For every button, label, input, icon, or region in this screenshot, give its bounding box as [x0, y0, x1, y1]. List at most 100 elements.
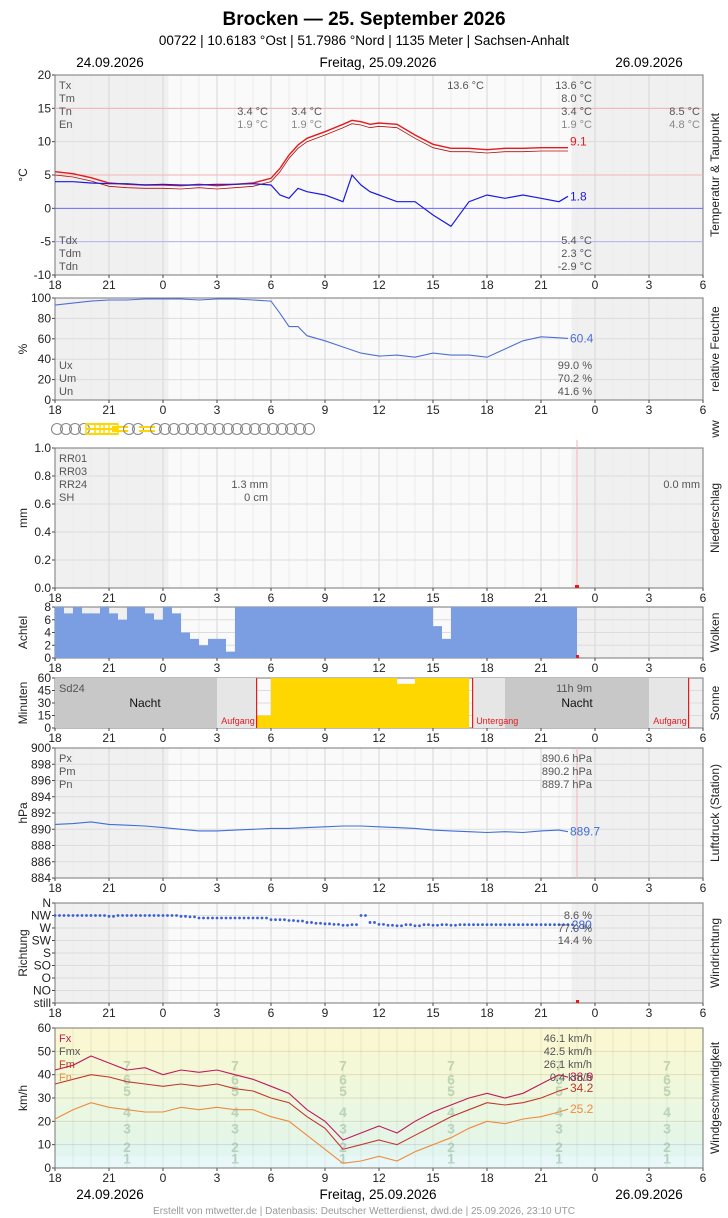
- wind-speed-xtick: 3: [214, 1171, 221, 1185]
- wind-direction-point: [476, 923, 480, 927]
- beaufort-label: 2: [123, 1139, 131, 1155]
- beaufort-label: 6: [555, 1071, 563, 1087]
- dewpoint-end-label: 1.8: [570, 189, 587, 203]
- wind-direction-point: [98, 914, 102, 917]
- cloud-bar: [100, 607, 109, 658]
- precip-right-value: 0.0 mm: [663, 479, 700, 491]
- temperature-ytick: -10: [34, 268, 52, 282]
- beaufort-label: 1: [123, 1151, 131, 1167]
- wind-direction-point: [53, 914, 57, 917]
- temperature-ytick: 15: [38, 101, 52, 115]
- wind-direction-ytick: W: [40, 921, 52, 935]
- cloud-bar: [226, 651, 235, 658]
- precipitation-ylabel: mm: [16, 508, 30, 528]
- wind-direction-point: [310, 921, 313, 924]
- wind-direction-ytick: S: [43, 946, 51, 960]
- precipitation-ytick: 0.2: [34, 553, 51, 567]
- beaufort-band: [55, 1142, 703, 1157]
- wind-dir-stat: 77.0 %: [558, 923, 592, 935]
- wind-direction-point: [400, 924, 403, 928]
- cloud-bar: [424, 607, 433, 658]
- dew-stat-value: 2.3 °C: [561, 248, 592, 260]
- temp-stat-label: Tx: [59, 80, 72, 92]
- pressure-ytick: 894: [31, 790, 51, 804]
- cloud-bar: [307, 607, 316, 658]
- wind-direction-point: [548, 923, 552, 927]
- sun-right-value: 11h 9m: [556, 683, 592, 695]
- wind-direction-point: [350, 923, 354, 927]
- dew-stat-value: 5.4 °C: [561, 235, 592, 247]
- wind-direction-xtick: 6: [268, 1006, 275, 1020]
- dew-stat-label: Tdm: [59, 248, 81, 260]
- wind-stat-value: 0.4 km/h: [550, 1072, 592, 1084]
- wind-direction-point: [458, 923, 462, 927]
- beaufort-label: 4: [231, 1104, 239, 1120]
- humidity-ytick: 40: [38, 352, 52, 366]
- temp-stat-label: En: [59, 119, 72, 131]
- temperature-side-label: Temperatur & Taupunkt: [708, 112, 722, 237]
- clouds-ytick: 6: [44, 613, 51, 627]
- wind-direction-point: [535, 923, 538, 927]
- ww-symbol-icon: [59, 422, 73, 436]
- humidity-stat-value: 99.0 %: [558, 360, 592, 372]
- precipitation-xtick: 0: [592, 591, 599, 605]
- wind-direction-point: [134, 914, 138, 917]
- beaufort-band: [55, 1102, 703, 1124]
- temperature-ytick: 10: [38, 135, 52, 149]
- fog-icon: [103, 423, 119, 435]
- dewpoint-line: [55, 173, 569, 228]
- ww-symbol-icon: [158, 422, 172, 436]
- precip-stat-label: RR24: [59, 479, 87, 491]
- wind-direction-point: [220, 916, 223, 920]
- wind-direction-point: [157, 914, 160, 917]
- precipitation-ytick: 1.0: [34, 441, 51, 455]
- cloud-bar: [496, 607, 505, 658]
- sunshine-xtick: 9: [322, 731, 329, 745]
- wind-stat-value: 46.1 km/h: [544, 1033, 592, 1045]
- wind-direction-point: [467, 923, 471, 927]
- wind-direction-side-label: Windrichtung: [708, 918, 722, 988]
- wind-direction-point: [139, 914, 142, 917]
- humidity-xtick: 3: [646, 403, 653, 417]
- sunshine-ylabel: Minuten: [16, 682, 30, 725]
- wind-direction-point: [62, 914, 66, 917]
- beaufort-label: 2: [447, 1139, 455, 1155]
- ww-symbol-icon: [176, 422, 190, 436]
- beaufort-band: [55, 1123, 703, 1143]
- ww-symbol-icon: [212, 422, 226, 436]
- ww-symbol-icon: [131, 422, 145, 436]
- pressure-xtick: 21: [102, 881, 116, 895]
- cloud-bar: [361, 607, 370, 658]
- wind-direction-point: [121, 914, 124, 917]
- cloud-bar: [298, 607, 307, 658]
- wind-direction-point: [233, 916, 237, 920]
- wind-direction-point: [539, 923, 543, 927]
- wind-direction-point: [103, 914, 106, 917]
- precipitation-xtick: 3: [214, 591, 221, 605]
- beaufort-band: [55, 1156, 703, 1168]
- cloud-bar: [352, 607, 361, 658]
- wind-direction-point: [71, 914, 75, 917]
- beaufort-label: 7: [663, 1057, 671, 1073]
- beaufort-label: 4: [123, 1104, 131, 1120]
- cloud-bar: [469, 607, 478, 658]
- precipitation-xtick: 9: [322, 591, 329, 605]
- wind-direction-point: [116, 914, 120, 917]
- wind-speed-ytick: 40: [38, 1068, 52, 1082]
- precipitation-xtick: 15: [426, 591, 440, 605]
- humidity-ylabel: %: [16, 343, 30, 354]
- precipitation-xtick: 6: [700, 591, 707, 605]
- humidity-line: [54, 298, 569, 358]
- temperature-ytick: 5: [44, 168, 51, 182]
- sunshine-xtick: 6: [700, 731, 707, 745]
- cloud-bar: [406, 607, 415, 658]
- wind-stat-label: Fn: [59, 1072, 72, 1084]
- wind-direction-point: [80, 914, 84, 917]
- wind-direction-xtick: 0: [160, 1006, 167, 1020]
- temperature-xtick: 0: [592, 278, 599, 292]
- ww-symbol-icon: [203, 422, 217, 436]
- wind-direction-ytick: NO: [33, 984, 51, 998]
- wind-direction-point: [89, 914, 93, 917]
- wind-direction-point: [449, 923, 453, 927]
- cloud-bar: [505, 607, 514, 658]
